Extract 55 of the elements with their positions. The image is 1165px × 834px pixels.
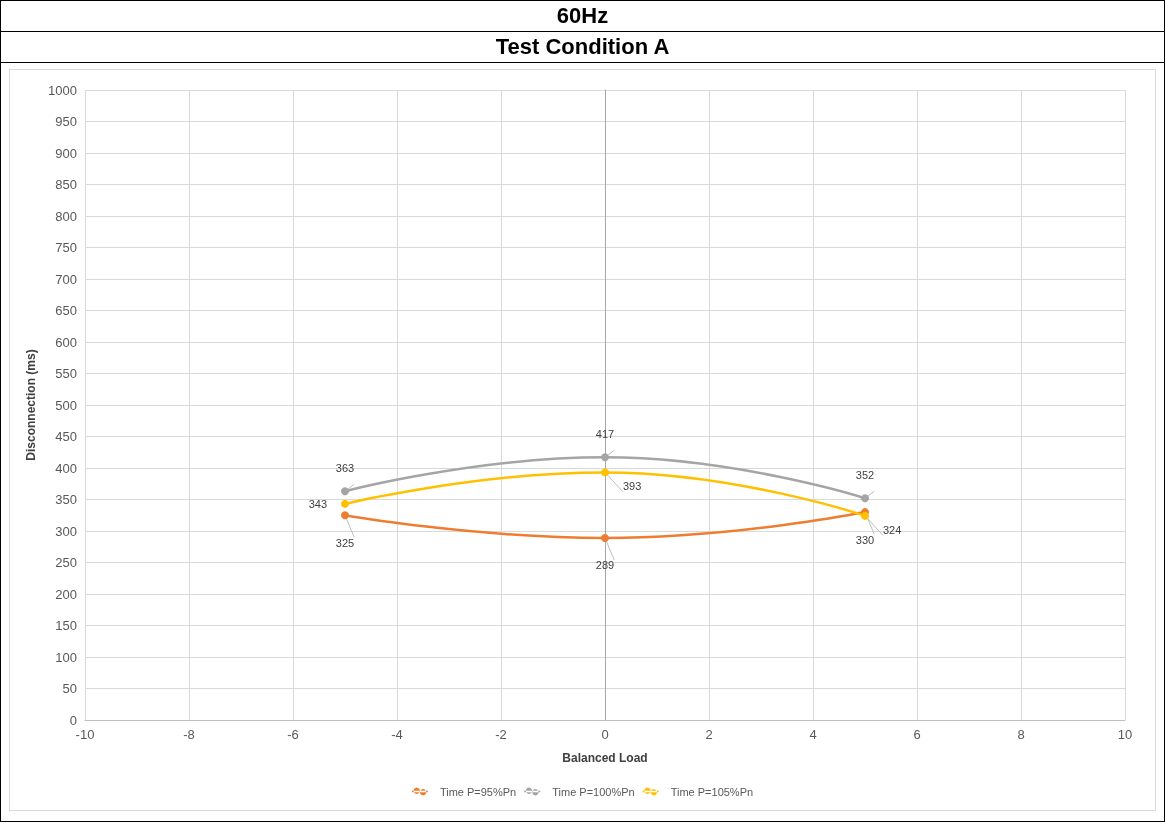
x-tick-label: 4 xyxy=(809,727,817,742)
y-tick-label: 350 xyxy=(55,492,77,507)
y-tick-label: 500 xyxy=(55,397,77,413)
x-tick-label: -8 xyxy=(183,727,195,742)
y-tick-label: 300 xyxy=(55,523,77,539)
legend-label: Time P=105%Pn xyxy=(670,785,754,798)
y-tick-label: 800 xyxy=(55,208,77,224)
y-tick-label: 50 xyxy=(62,681,77,696)
point xyxy=(601,468,609,477)
data-label: 393 xyxy=(623,480,642,493)
chart-subtitle: Test Condition A xyxy=(1,32,1164,63)
x-axis-title: Balanced Load xyxy=(562,751,648,765)
x-tick-label: -10 xyxy=(75,727,95,742)
point xyxy=(601,453,609,462)
data-label: 289 xyxy=(595,559,615,572)
y-tick-label: 550 xyxy=(55,366,77,381)
point xyxy=(861,494,869,503)
x-tick-label: 2 xyxy=(705,727,713,742)
y-tick-label: 400 xyxy=(55,460,77,476)
y-tick-label: 900 xyxy=(55,145,77,161)
y-tick-label: 1000 xyxy=(48,82,77,98)
data-label: 325 xyxy=(335,536,355,549)
y-tick-label: 650 xyxy=(55,303,77,318)
point xyxy=(341,511,349,520)
data-label: 330 xyxy=(855,533,875,546)
y-tick-label: 150 xyxy=(55,618,77,633)
point xyxy=(341,499,349,508)
x-tick-label: 0 xyxy=(601,727,609,742)
y-tick-label: 750 xyxy=(55,240,77,255)
x-tick-label: 6 xyxy=(913,727,921,742)
y-axis-title: Disconnection (ms) xyxy=(24,349,39,461)
chart-title: 60Hz xyxy=(1,1,1164,32)
data-label: 352 xyxy=(855,468,875,481)
data-label: 363 xyxy=(335,461,355,474)
x-tick-label: -4 xyxy=(391,727,403,742)
y-tick-label: 200 xyxy=(55,586,77,602)
data-label: 343 xyxy=(308,497,327,510)
y-tick-label: 850 xyxy=(55,177,77,192)
data-label: 324 xyxy=(883,523,902,536)
y-tick-label: 100 xyxy=(55,649,77,665)
legend-label: Time P=100%Pn xyxy=(552,785,635,798)
y-tick-label: 950 xyxy=(55,114,77,129)
x-tick-label: 10 xyxy=(1117,727,1133,742)
data-label: 417 xyxy=(595,427,615,440)
x-tick-label: 8 xyxy=(1017,727,1025,742)
y-tick-label: 250 xyxy=(55,555,77,570)
y-tick-label: 450 xyxy=(55,429,77,444)
x-tick-label: -6 xyxy=(287,727,299,742)
x-tick-label: -2 xyxy=(495,727,507,742)
y-tick-label: 600 xyxy=(55,334,77,350)
y-tick-label: 700 xyxy=(55,271,77,287)
legend-label: Time P=95%Pn xyxy=(439,785,517,798)
point xyxy=(341,487,349,496)
y-tick-label: 0 xyxy=(69,712,77,728)
point xyxy=(601,533,609,542)
